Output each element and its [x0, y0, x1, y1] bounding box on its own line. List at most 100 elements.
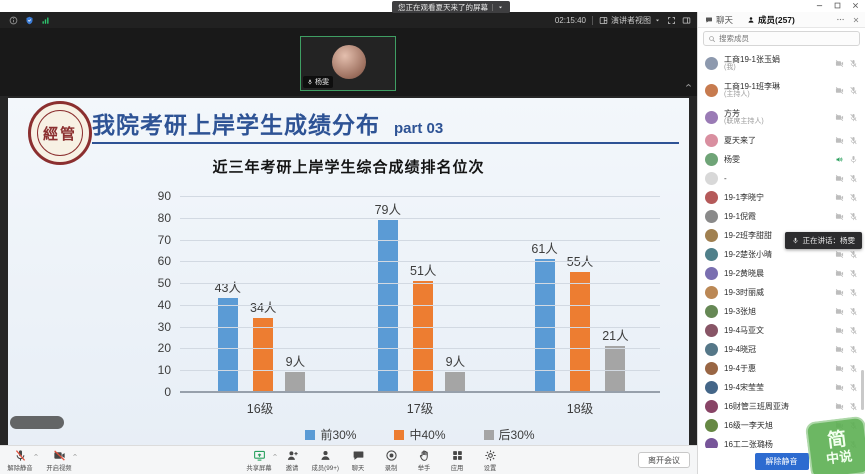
topbar-right: 02:15:40 演讲者视图 — [555, 15, 691, 26]
camera-off-icon — [835, 307, 844, 316]
gridline — [180, 261, 660, 263]
fullscreen-icon[interactable] — [667, 16, 676, 25]
toolbar-item-share[interactable]: 共享屏幕 — [244, 449, 277, 473]
video-strip: 杨雯 — [0, 28, 697, 96]
x-axis-label: 17级 — [406, 402, 434, 416]
member-name: 16级一李天旭 — [724, 420, 773, 430]
gridline — [180, 196, 660, 197]
camera-off-icon — [835, 269, 844, 278]
toolbar-item-label: 邀请 — [285, 465, 299, 472]
toolbar-item-label: 应用 — [450, 465, 464, 472]
toolbar-item-person[interactable]: 成员(99+) — [310, 449, 340, 473]
bar-中40% — [253, 318, 274, 392]
slide-part-label: part 03 — [394, 120, 444, 137]
member-status-icons — [835, 364, 858, 373]
toolbar-item-mic-off[interactable]: 解除静音 — [5, 449, 38, 473]
search-input[interactable] — [719, 34, 855, 43]
bar-chart: 0 10 20 30 40 50 60 70 80 90 43人 34人 9人 79人 51人 9人 61人5… — [146, 186, 666, 450]
bar-column: 61人 — [531, 238, 558, 392]
avatar — [705, 400, 718, 413]
tooltip-chevron-icon[interactable] — [497, 4, 504, 11]
camera-off-icon — [835, 59, 844, 68]
mic-off-icon — [849, 250, 858, 259]
unmute-button[interactable]: 解除静音 — [754, 452, 809, 470]
watermark-line2: 中说 — [825, 448, 853, 467]
member-row[interactable]: 19-4晓冠 — [698, 340, 865, 359]
caret-up-icon[interactable] — [72, 452, 78, 458]
hand-icon — [418, 449, 431, 462]
member-row[interactable]: 杨雯 — [698, 150, 865, 169]
member-row[interactable]: 19-4马亚文 — [698, 321, 865, 340]
tab-chat[interactable]: 聊天 — [698, 12, 740, 27]
toolbar-item-invite[interactable]: 邀请 — [277, 449, 307, 473]
meeting-info-icon[interactable] — [9, 16, 18, 25]
member-row[interactable]: 19-3张旭 — [698, 302, 865, 321]
y-tick-label: 40 — [157, 297, 171, 312]
caret-up-icon[interactable] — [272, 452, 278, 458]
legend-label: 前30% — [320, 428, 357, 442]
close-icon[interactable] — [851, 1, 860, 10]
toolbar-item-label: 设置 — [483, 465, 497, 472]
mic-icon — [792, 237, 799, 244]
member-row[interactable]: 夏天来了 — [698, 131, 865, 150]
member-row[interactable]: 工商19-1班李琳 (主持人) — [698, 77, 865, 104]
bar-group-17级: 79人 51人 9人 — [340, 196, 500, 392]
speaker-video-thumbnail[interactable]: 杨雯 — [300, 36, 396, 91]
member-status-icons — [835, 86, 858, 95]
panel-header-actions — [836, 15, 860, 24]
x-axis-label: 18级 — [566, 402, 594, 416]
member-status-icons — [835, 383, 858, 392]
member-row[interactable]: 19-1李晓宁 — [698, 188, 865, 207]
mic-off-icon — [849, 269, 858, 278]
tab-members[interactable]: 成员(257) — [740, 12, 802, 27]
bar-column: 34人 — [250, 297, 276, 392]
member-row[interactable]: 19-3时丽威 — [698, 283, 865, 302]
leave-meeting-button[interactable]: 离开会议 — [638, 452, 690, 468]
member-row[interactable]: 19-4宋莹莹 — [698, 378, 865, 397]
toolbar-left: 解除静音 开启视频 — [5, 449, 77, 473]
member-name: 19-4晓冠 — [724, 344, 757, 354]
chart-legend: 前30% 中40% 后30% — [180, 426, 660, 443]
toolbar-item-record[interactable]: 录制 — [376, 449, 406, 473]
toolbar-item-label: 录制 — [384, 465, 398, 472]
avatar — [705, 343, 718, 356]
toolbar-item-gear[interactable]: 设置 — [475, 449, 505, 473]
legend-label: 中40% — [409, 428, 446, 442]
shared-slide: 經管 我院考研上岸学生成绩分布 part 03 近三年考研上岸学生综合成绩排名位次… — [8, 98, 689, 457]
member-row[interactable]: 19-2黄晓晨 — [698, 264, 865, 283]
member-status-icons — [835, 193, 858, 202]
gridline — [180, 370, 660, 372]
network-signal-icon — [41, 16, 50, 25]
member-row[interactable]: - — [698, 169, 865, 188]
caret-up-icon[interactable] — [33, 452, 39, 458]
member-row[interactable]: 19-4于惠 — [698, 359, 865, 378]
collapse-strip-icon[interactable] — [684, 81, 693, 90]
member-name: 19-2黄晓晨 — [724, 268, 765, 278]
minimize-icon[interactable] — [815, 1, 824, 10]
mic-icon — [307, 79, 313, 85]
member-name: 19-1倪霞 — [724, 211, 757, 221]
toolbar-item-apps[interactable]: 应用 — [442, 449, 472, 473]
chevron-down-icon — [654, 17, 661, 24]
speaking-indicator-text: 正在讲话：杨雯 — [802, 236, 856, 245]
avatar — [705, 191, 718, 204]
close-panel-icon[interactable] — [852, 16, 860, 24]
scrollbar-thumb[interactable] — [861, 370, 864, 410]
maximize-icon[interactable] — [833, 1, 842, 10]
member-row[interactable]: 19-2楚张小晴 — [698, 245, 865, 264]
more-options-icon[interactable] — [836, 15, 845, 24]
toolbar-item-camera-off[interactable]: 开启视频 — [44, 449, 77, 473]
toolbar-item-chat[interactable]: 聊天 — [343, 449, 373, 473]
bar-中40% — [413, 280, 434, 392]
bar-value-label: 9人 — [445, 355, 466, 370]
security-shield-icon[interactable] — [25, 16, 34, 25]
member-row[interactable]: 方芳 (联席主持人) — [698, 104, 865, 131]
member-row[interactable]: 19-1倪霞 — [698, 207, 865, 226]
bar-后30% — [285, 372, 306, 392]
member-row[interactable]: 16财管三班周亚涛 — [698, 397, 865, 416]
toolbar-item-hand[interactable]: 举手 — [409, 449, 439, 473]
avatar — [705, 324, 718, 337]
layout-panel-icon[interactable] — [682, 16, 691, 25]
member-row[interactable]: 工商19-1张玉娟 (我) — [698, 50, 865, 77]
view-mode-button[interactable]: 演讲者视图 — [599, 15, 661, 26]
